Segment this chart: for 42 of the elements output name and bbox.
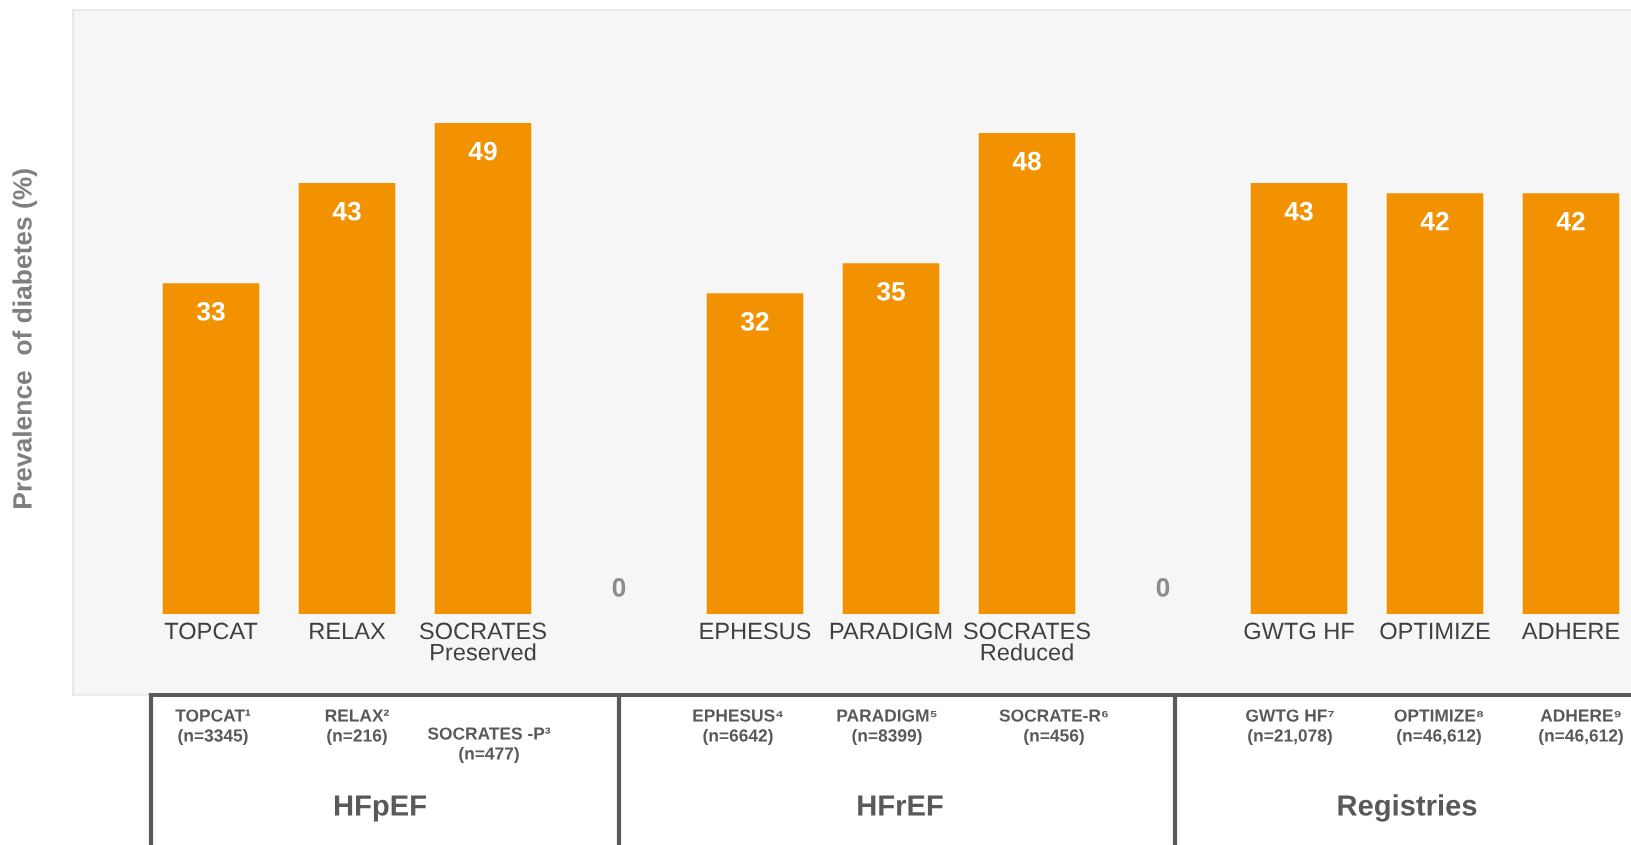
x-tick-label: SOCRATES Preserved	[420, 622, 546, 661]
bar	[842, 263, 940, 614]
bar	[434, 123, 532, 614]
text: PARADIGM⁵ (n=8399)	[837, 709, 937, 746]
text: ADHERE⁹ (n=46,612)	[1539, 709, 1623, 746]
text: TOPCAT¹ (n=3345)	[175, 709, 251, 746]
bar	[298, 183, 396, 614]
text: GWTG HF⁷ (n=21,078)	[1246, 709, 1334, 746]
y-axis-title: Prevalence of diabetes (%)	[12, 169, 37, 508]
x-tick-label: RELAX	[310, 622, 386, 640]
text: RELAX² (n=216)	[325, 709, 389, 746]
bar	[706, 293, 804, 614]
data-label: 35	[876, 281, 905, 301]
x-tick-label: SOCRATES Reduced	[964, 622, 1090, 661]
text: SOCRATE-R⁶ (n=456)	[999, 709, 1108, 746]
text: EPHESUS⁴ (n=6642)	[693, 709, 783, 746]
text: HFpEF	[334, 795, 426, 822]
text: HFrEF	[858, 795, 943, 816]
bar	[978, 133, 1076, 614]
x-tick-label: OPTIMIZE	[1380, 622, 1490, 640]
text: SOCRATES -P³ (n=477)	[427, 727, 551, 764]
data-label: 0	[612, 578, 626, 597]
data-label: 33	[196, 302, 225, 321]
data-label: 42	[1420, 211, 1449, 231]
text: OPTIMIZE⁸ (n=46,612)	[1394, 709, 1484, 746]
data-label: 43	[332, 201, 361, 221]
data-label: 49	[468, 141, 497, 161]
x-tick-label: GWTG HF	[1244, 622, 1354, 640]
data-label: 32	[740, 312, 769, 331]
text: Registries	[1338, 794, 1477, 822]
data-label: 43	[1284, 201, 1313, 221]
x-tick-label: PARADIGM	[830, 622, 952, 640]
data-label: 42	[1556, 211, 1585, 231]
data-label: 48	[1012, 151, 1041, 171]
bar	[1386, 193, 1484, 614]
bar	[162, 283, 260, 614]
data-label: 0	[1156, 578, 1170, 597]
bar	[1250, 183, 1348, 614]
x-tick-label: ADHERE	[1521, 622, 1620, 640]
x-tick-label: TOPCAT	[164, 622, 258, 640]
bar	[1522, 193, 1620, 614]
x-tick-label: EPHESUS	[700, 622, 811, 640]
